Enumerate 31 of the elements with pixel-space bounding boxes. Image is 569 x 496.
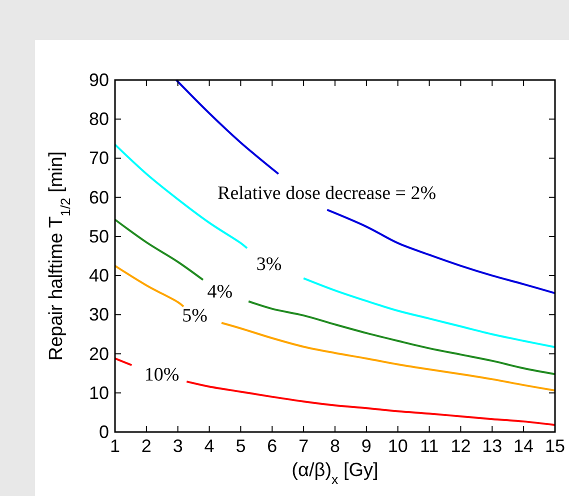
series-label: 3%: [256, 254, 282, 276]
series-label: 5%: [182, 306, 208, 327]
series-label: 10%: [144, 364, 180, 386]
series-label: 4%: [207, 282, 233, 303]
x-tick-label: 9: [361, 436, 372, 456]
x-tick-label: 4: [204, 436, 214, 456]
x-tick-label: 11: [420, 436, 439, 456]
x-tick-label: 8: [330, 436, 340, 456]
y-tick-label: 80: [88, 109, 109, 130]
x-tick-label: 13: [482, 436, 502, 456]
y-tick-label: 60: [88, 187, 109, 208]
x-tick-label: 10: [388, 436, 408, 456]
x-tick-label: 3: [172, 436, 183, 456]
series-label: Relative dose decrease = 2%: [218, 182, 436, 204]
y-tick-label: 30: [88, 304, 109, 325]
y-tick-label: 90: [88, 70, 109, 90]
x-tick-label: 14: [514, 436, 534, 456]
x-tick-label: 15: [544, 436, 566, 456]
x-tick-label: 2: [141, 436, 152, 456]
y-tick-label: 50: [88, 226, 109, 246]
x-tick-label: 7: [298, 436, 309, 456]
y-tick-label: 70: [88, 148, 109, 168]
y-tick-label: 20: [88, 344, 109, 364]
y-tick-label: 40: [88, 266, 109, 286]
x-tick-label: 12: [450, 436, 471, 456]
x-tick-label: 6: [267, 436, 278, 456]
y-tick-label: 0: [98, 422, 109, 442]
x-axis-title: (α/β)$_{x}$ [Gy]: [292, 460, 378, 486]
x-tick-label: 1: [110, 436, 120, 456]
x-tick-label: 5: [236, 436, 246, 456]
y-tick-label: 10: [88, 382, 109, 403]
